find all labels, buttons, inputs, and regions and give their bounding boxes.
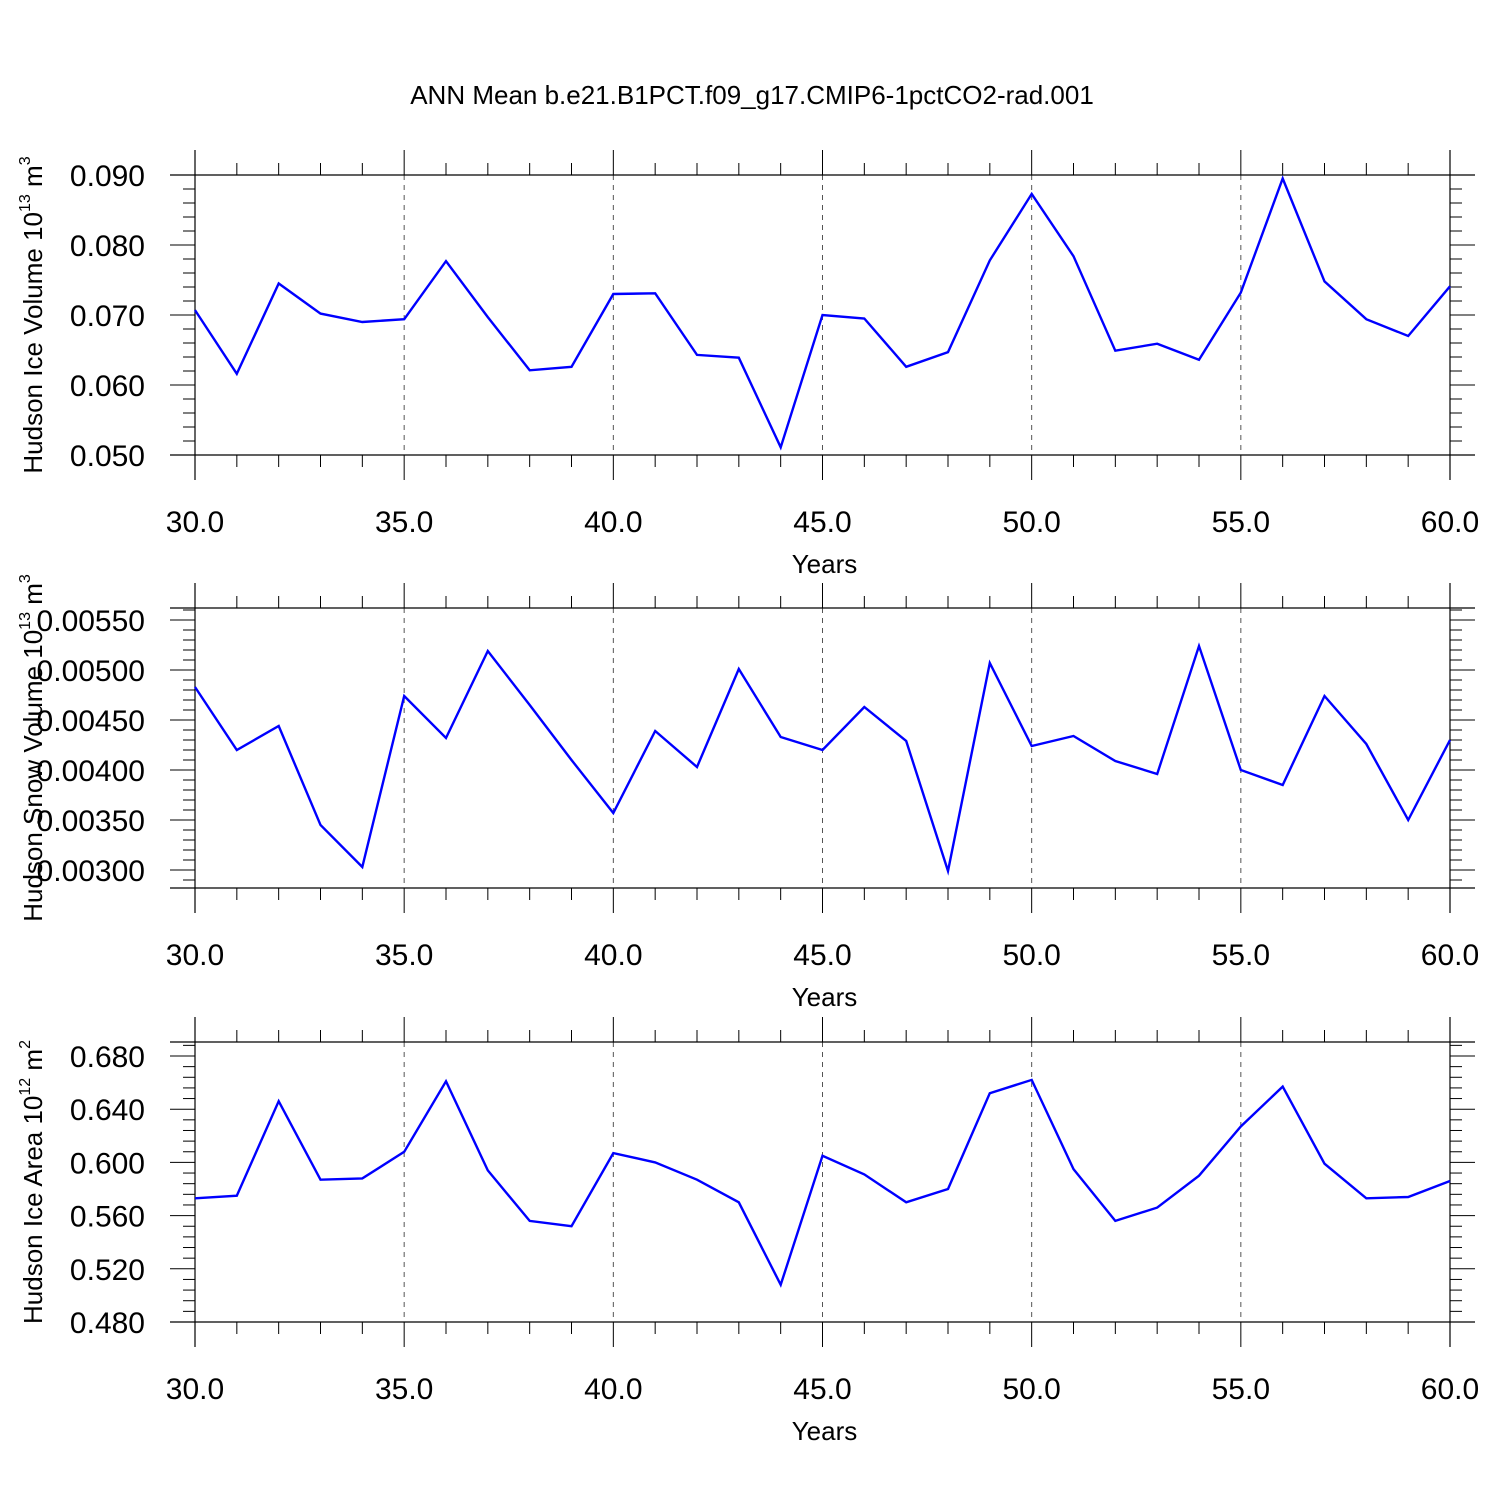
x-tick-label: 45.0	[793, 506, 851, 539]
x-tick-label: 40.0	[584, 506, 642, 539]
panel-2: 0.00300 0.00350 0.00400 0.00450 0.00500 0.005…	[17, 574, 1479, 1012]
y-axis-label-exp: 13	[17, 194, 34, 212]
x-tick-label: 35.0	[375, 1373, 433, 1406]
y-tick-label: 0.520	[70, 1254, 145, 1287]
y-tick-label: 0.050	[70, 440, 145, 473]
y-tick-label: 0.00550	[37, 605, 145, 638]
x-tick-label: 35.0	[375, 939, 433, 972]
x-tick-label: 45.0	[793, 1373, 851, 1406]
y-tick-label: 0.090	[70, 160, 145, 193]
y-tick-label: 0.080	[70, 230, 145, 263]
x-tick-label: 50.0	[1002, 506, 1060, 539]
panel-3: 0.480 0.520 0.560 0.600 0.640 0.680 30.0 35.0 40…	[17, 1017, 1479, 1446]
x-axis-label: Years	[792, 982, 858, 1012]
y-axis-label-unit: m	[18, 165, 48, 194]
y-axis-label: Hudson Snow Volume 1013 m3	[17, 574, 48, 922]
y-axis-label: Hudson Ice Area 1012 m2	[17, 1040, 48, 1324]
y-tick-label: 0.680	[70, 1041, 145, 1074]
y-axis-label-text: Hudson Snow Volume 10	[18, 630, 48, 922]
y-tick-label: 0.00500	[37, 655, 145, 688]
x-tick-label: 35.0	[375, 506, 433, 539]
x-tick-label: 55.0	[1212, 506, 1270, 539]
y-tick-label: 0.00450	[37, 705, 145, 738]
panels: 0.050 0.060 0.070 0.080 0.090 30.0 35.0 40.0 45.…	[17, 150, 1479, 1446]
y-axis-label-exp: 12	[17, 1078, 34, 1096]
y-tick-label: 0.480	[70, 1307, 145, 1340]
y-axis-label-unit-exp: 2	[17, 1040, 34, 1049]
y-tick-label: 0.640	[70, 1094, 145, 1127]
y-tick-label: 0.070	[70, 300, 145, 333]
y-tick-label: 0.00400	[37, 755, 145, 788]
y-axis-label-text: Hudson Ice Area 10	[18, 1096, 48, 1324]
panel-1: 0.050 0.060 0.070 0.080 0.090 30.0 35.0 40.0 45.…	[17, 150, 1479, 579]
y-axis-label: Hudson Ice Volume 1013 m3	[17, 156, 48, 473]
y-axis-label-unit-exp: 3	[17, 156, 34, 165]
x-axis-label: Years	[792, 1416, 858, 1446]
y-axis-label-unit-exp: 3	[17, 574, 34, 583]
x-tick-label: 55.0	[1212, 939, 1270, 972]
figure-title: ANN Mean b.e21.B1PCT.f09_g17.CMIP6-1pctC…	[410, 80, 1094, 110]
y-axis-label-text: Hudson Ice Volume 10	[18, 212, 48, 474]
x-tick-label: 60.0	[1421, 1373, 1479, 1406]
y-tick-label: 0.560	[70, 1201, 145, 1234]
x-tick-label: 50.0	[1002, 939, 1060, 972]
x-tick-label: 50.0	[1002, 1373, 1060, 1406]
x-tick-label: 60.0	[1421, 506, 1479, 539]
y-tick-label: 0.600	[70, 1147, 145, 1180]
y-axis-label-unit: m	[18, 583, 48, 612]
x-tick-label: 30.0	[166, 939, 224, 972]
y-axis-label-unit: m	[18, 1049, 48, 1078]
y-tick-label: 0.060	[70, 370, 145, 403]
y-tick-label: 0.00350	[37, 805, 145, 838]
x-axis-label: Years	[792, 549, 858, 579]
x-tick-label: 60.0	[1421, 939, 1479, 972]
x-tick-label: 30.0	[166, 506, 224, 539]
x-tick-label: 30.0	[166, 1373, 224, 1406]
x-tick-label: 45.0	[793, 939, 851, 972]
x-tick-label: 40.0	[584, 939, 642, 972]
x-tick-label: 55.0	[1212, 1373, 1270, 1406]
y-tick-label: 0.00300	[37, 855, 145, 888]
y-axis-label-exp: 13	[17, 612, 34, 630]
x-tick-label: 40.0	[584, 1373, 642, 1406]
